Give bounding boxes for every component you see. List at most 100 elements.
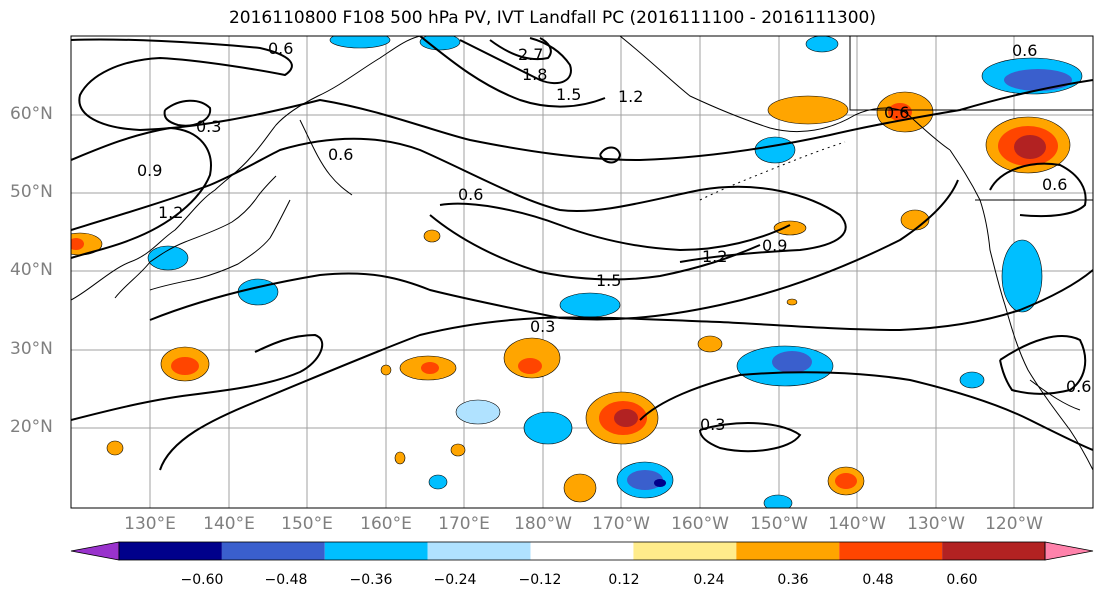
- neg-blob: [763, 494, 793, 508]
- colorbar-tick-label: 0.48: [862, 572, 894, 588]
- lat-label: 60°N: [10, 104, 53, 124]
- kamchatka: [299, 119, 353, 196]
- pos-blob: [1014, 135, 1046, 159]
- contour-label: 0.3: [530, 317, 555, 336]
- neg-blob: [419, 36, 461, 51]
- contour-label: 0.9: [762, 236, 787, 255]
- pos-blob: [835, 473, 857, 489]
- lat-label: 50°N: [10, 182, 53, 202]
- pos-blob: [773, 220, 807, 236]
- colorbar-segment: [633, 542, 737, 560]
- neg-blob: [559, 292, 621, 318]
- pos-blob: [614, 409, 638, 427]
- neg-blob: [754, 136, 796, 164]
- contour-label: 1.5: [596, 271, 621, 290]
- pos-blob: [106, 440, 124, 456]
- colorbar-segment: [839, 542, 943, 560]
- korea-japan-coast: [114, 175, 277, 299]
- neg-blob: [1001, 239, 1043, 313]
- pos-blob: [900, 209, 930, 231]
- contour-label: 0.9: [137, 161, 162, 180]
- colorbar-tick-label: −0.60: [180, 572, 224, 588]
- lon-label: 150°W: [750, 514, 808, 534]
- pos-blob: [563, 473, 597, 503]
- colorbar-extend-high: [1044, 541, 1094, 561]
- colorbar-tick-label: 0.36: [777, 572, 809, 588]
- lat-label: 20°N: [10, 417, 53, 437]
- colorbar-tick-label: −0.12: [518, 572, 562, 588]
- pos-blob: [786, 298, 798, 306]
- map-frame: [70, 35, 1094, 509]
- colorbar-segment: [427, 542, 531, 560]
- colorbar-tick-label: −0.48: [264, 572, 308, 588]
- lon-label: 140°W: [828, 514, 886, 534]
- pos-blob: [697, 335, 723, 353]
- lon-label: 140°E: [203, 514, 255, 534]
- neg-blob: [654, 479, 666, 487]
- lat-label: 30°N: [10, 339, 53, 359]
- coastlines: [71, 36, 1093, 471]
- contour-labels: 0.3 0.9 1.2 0.6 0.6 2.7 1.8 1.5 1.2 1.5 …: [137, 39, 1091, 434]
- asia-coast: [71, 36, 421, 301]
- lon-label: 170°W: [592, 514, 650, 534]
- contour-label: 0.6: [458, 185, 483, 204]
- shaded-anomalies: [71, 36, 1083, 508]
- colorbar-segment: [221, 542, 325, 560]
- colorbar-tick-label: −0.24: [433, 572, 477, 588]
- contour-label: 0.6: [1066, 377, 1091, 396]
- contour-label: 2.7: [518, 45, 543, 64]
- neg-blob: [147, 245, 189, 271]
- colorbar-tick-label: 0.24: [693, 572, 725, 588]
- neg-blob: [627, 470, 663, 490]
- contour-label: 1.2: [702, 247, 727, 266]
- alaska-coast: [619, 36, 951, 151]
- pos-blob: [450, 443, 466, 457]
- pos-blob: [71, 238, 84, 250]
- lat-label: 40°N: [10, 260, 53, 280]
- pos-blob: [421, 362, 439, 374]
- chart-title: 2016110800 F108 500 hPa PV, IVT Landfall…: [228, 8, 876, 28]
- pos-blob: [423, 229, 441, 243]
- contour-label: 1.8: [522, 65, 547, 84]
- neg-blob: [523, 411, 573, 445]
- pos-blob: [518, 358, 542, 374]
- pos-blob: [394, 451, 406, 465]
- pos-blob: [888, 103, 912, 121]
- contour-label: 0.6: [1042, 175, 1067, 194]
- neg-blob: [237, 278, 279, 306]
- colorbar: [70, 541, 1094, 561]
- colorbar-tick-label: 0.60: [946, 572, 978, 588]
- lon-label: 160°W: [671, 514, 729, 534]
- neg-blob: [428, 474, 448, 490]
- colorbar-segment: [119, 542, 222, 560]
- lon-label: 160°E: [360, 514, 412, 534]
- lon-label: 130°E: [124, 514, 176, 534]
- pos-blob: [171, 357, 199, 375]
- contour-label: 1.2: [618, 87, 643, 106]
- pos-blob: [503, 337, 561, 379]
- contour-label: 0.6: [884, 103, 909, 122]
- canada-border: [849, 36, 1093, 111]
- lon-label: 170°E: [438, 514, 490, 534]
- contour-label: 1.5: [556, 85, 581, 104]
- contour-label: 0.6: [268, 39, 293, 58]
- pos-blob: [767, 95, 849, 125]
- lon-label: 150°E: [281, 514, 333, 534]
- contour-label: 0.6: [1012, 41, 1037, 60]
- neg-blob: [805, 36, 839, 53]
- neg-blob: [455, 399, 501, 425]
- contour-label: 0.3: [196, 117, 221, 136]
- contour-label: 0.3: [700, 415, 725, 434]
- aleutians: [699, 141, 846, 201]
- contour-label: 0.6: [328, 145, 353, 164]
- contour-label: 1.2: [158, 203, 183, 222]
- map-background: [71, 36, 1093, 508]
- colorbar-segment: [736, 542, 840, 560]
- colorbar-extend-low: [70, 541, 120, 561]
- lon-label: 130°W: [907, 514, 965, 534]
- mexico-coast: [1029, 379, 1081, 411]
- neg-blob: [1004, 69, 1072, 91]
- colorbar-tick-label: −0.36: [349, 572, 393, 588]
- colorbar-segment: [530, 542, 634, 560]
